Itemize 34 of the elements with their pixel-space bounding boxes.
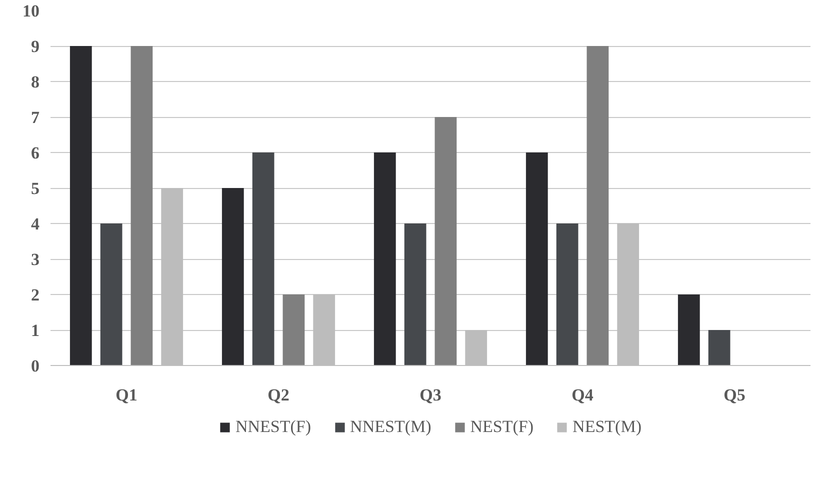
bar [374, 152, 396, 366]
bar [404, 224, 426, 366]
legend-label: NEST(M) [572, 417, 642, 437]
bar [708, 330, 730, 366]
bar [100, 224, 122, 366]
y-tick-label: 4 [31, 214, 40, 234]
bar [526, 152, 548, 366]
y-tick-label: 6 [31, 144, 40, 162]
y-tick-label: 10 [22, 2, 40, 20]
y-tick-label: 7 [31, 108, 40, 127]
x-tick-label: Q1 [116, 386, 138, 404]
bar [282, 294, 305, 366]
bar [222, 188, 244, 366]
legend-label: NNEST(F) [235, 417, 312, 437]
legend-label: NNEST(M) [350, 417, 432, 437]
bar [130, 46, 153, 366]
x-tick-label: Q5 [724, 386, 746, 404]
bar [678, 294, 700, 366]
y-tick-label: 5 [31, 179, 40, 198]
y-tick-label: 0 [31, 356, 40, 376]
y-tick-label: 2 [31, 286, 40, 304]
x-tick-label: Q3 [420, 386, 442, 404]
x-tick-label: Q4 [572, 386, 594, 404]
x-tick-label: Q2 [268, 386, 290, 404]
legend-label: NEST(F) [470, 417, 534, 437]
bar [586, 46, 609, 366]
bar [556, 224, 578, 366]
y-tick-label: 8 [31, 72, 40, 92]
bar [70, 46, 92, 366]
y-tick-label: 1 [31, 321, 40, 340]
bar [252, 152, 274, 366]
bar [434, 117, 457, 366]
y-tick-label: 3 [31, 250, 40, 269]
y-tick-label: 9 [31, 37, 40, 56]
